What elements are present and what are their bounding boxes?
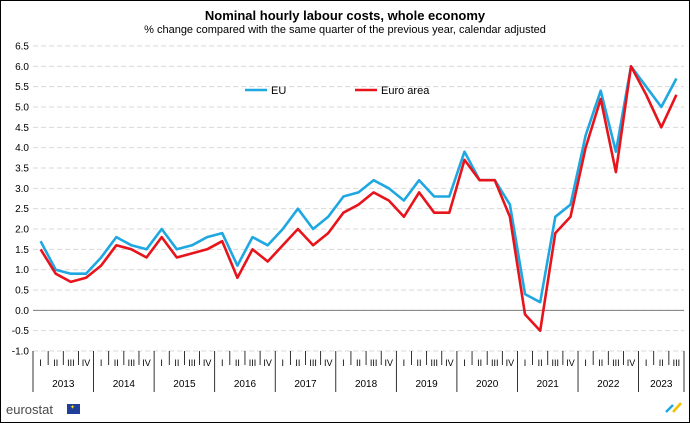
quarter-label: I — [645, 358, 648, 368]
y-tick-label: 4.5 — [15, 123, 29, 134]
quarter-label: III — [673, 358, 681, 368]
quarter-label: I — [160, 358, 163, 368]
y-tick-label: 2.5 — [15, 204, 29, 215]
quarter-label: IV — [566, 358, 575, 368]
quarter-label: IV — [263, 358, 272, 368]
quarter-label: II — [295, 358, 300, 368]
quarter-label: I — [221, 358, 224, 368]
quarter-label: II — [174, 358, 179, 368]
quarter-label: I — [39, 358, 42, 368]
year-label: 2020 — [476, 379, 499, 390]
quarter-label: III — [188, 358, 196, 368]
quarter-label: III — [249, 358, 257, 368]
quarter-label: I — [524, 358, 527, 368]
legend-label: EU — [271, 85, 286, 97]
legend-label: Euro area — [381, 85, 430, 97]
quarter-label: I — [463, 358, 466, 368]
quarter-label: II — [53, 358, 58, 368]
euro-area-series-line — [39, 65, 678, 333]
quarter-label: I — [584, 358, 587, 368]
quarter-label: III — [128, 358, 136, 368]
quarter-label: III — [491, 358, 499, 368]
quarter-label: I — [100, 358, 103, 368]
quarter-label: II — [598, 358, 603, 368]
year-label: 2017 — [294, 379, 317, 390]
quarter-label: II — [538, 358, 543, 368]
year-label: 2019 — [416, 379, 439, 390]
y-tick-label: 3.0 — [15, 184, 29, 195]
quarter-label: II — [235, 358, 240, 368]
quarter-label: IV — [82, 358, 91, 368]
quarter-label: III — [370, 358, 378, 368]
y-tick-label: 6.5 — [15, 42, 29, 53]
quarter-label: II — [114, 358, 119, 368]
y-tick-label: 0.5 — [15, 286, 29, 297]
eurostat-corner-icon — [665, 402, 682, 413]
y-tick-label: 3.5 — [15, 164, 29, 175]
year-label: 2022 — [597, 379, 620, 390]
chart-title: Nominal hourly labour costs, whole econo… — [204, 8, 486, 23]
quarter-label: II — [356, 358, 361, 368]
year-label: 2021 — [537, 379, 560, 390]
quarter-label: II — [417, 358, 422, 368]
quarter-label: II — [659, 358, 664, 368]
y-tick-label: 5.5 — [15, 82, 29, 93]
quarter-label: IV — [385, 358, 394, 368]
y-tick-label: -1.0 — [12, 347, 30, 358]
year-label: 2018 — [355, 379, 378, 390]
y-tick-label: 1.0 — [15, 265, 29, 276]
year-label: 2013 — [52, 379, 75, 390]
quarter-label: III — [612, 358, 620, 368]
quarter-label: III — [309, 358, 317, 368]
quarter-label: IV — [445, 358, 454, 368]
quarter-label: II — [477, 358, 482, 368]
quarter-label: IV — [203, 358, 212, 368]
year-label: 2016 — [234, 379, 257, 390]
year-label: 2023 — [650, 379, 673, 390]
y-tick-label: -0.5 — [12, 326, 30, 337]
year-label: 2015 — [173, 379, 196, 390]
year-label: 2014 — [113, 379, 136, 390]
quarter-label: I — [342, 358, 345, 368]
y-tick-label: 1.5 — [15, 245, 29, 256]
quarter-label: IV — [627, 358, 636, 368]
quarter-label: I — [282, 358, 285, 368]
quarter-label: IV — [324, 358, 333, 368]
y-tick-label: 0.0 — [15, 306, 29, 317]
eurostat-logo: eurostat — [6, 402, 53, 417]
y-tick-label: 5.0 — [15, 103, 29, 114]
y-tick-label: 4.0 — [15, 143, 29, 154]
quarter-label: IV — [142, 358, 151, 368]
chart-subtitle: % change compared with the same quarter … — [144, 24, 546, 36]
quarter-label: III — [552, 358, 560, 368]
quarter-label: I — [403, 358, 406, 368]
quarter-label: IV — [506, 358, 515, 368]
eu-flag-icon: ✦ — [67, 404, 80, 414]
y-tick-label: 2.0 — [15, 225, 29, 236]
quarter-label: III — [430, 358, 438, 368]
eu-series-line — [39, 65, 678, 304]
y-tick-label: 6.0 — [15, 62, 29, 73]
quarter-label: III — [67, 358, 75, 368]
